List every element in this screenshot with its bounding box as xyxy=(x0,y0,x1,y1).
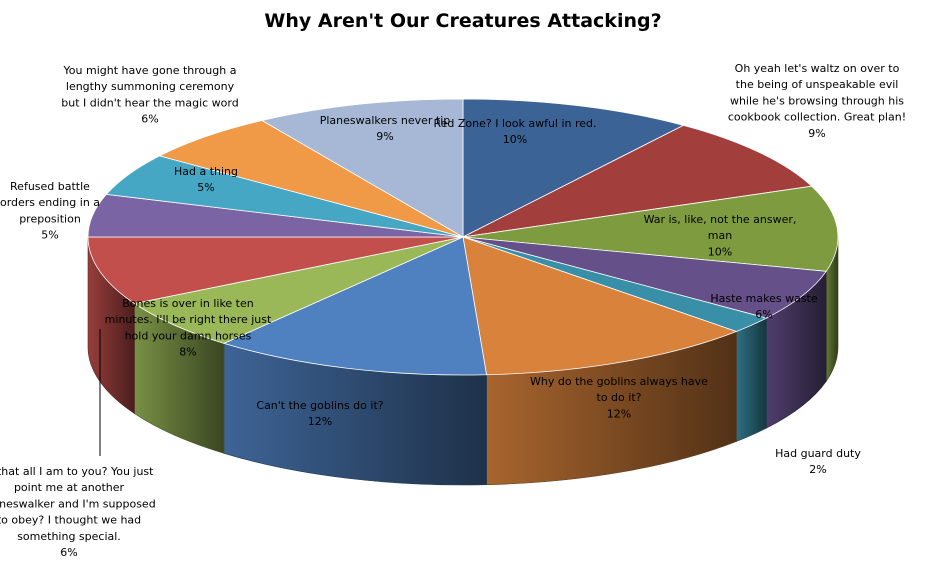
label-line: 10% xyxy=(708,245,732,258)
label-why-goblins-always: Why do the goblins always have to do it? 1… xyxy=(530,375,708,420)
label-line: man xyxy=(708,229,732,242)
label-preposition: Refused battle orders ending in a preposit… xyxy=(0,180,100,242)
label-line: cookbook collection. Great plan! xyxy=(728,111,906,124)
label-line: hold your damn horses xyxy=(125,329,252,342)
label-line: 9% xyxy=(376,130,393,143)
label-haste-makes-waste: Haste makes waste 6% xyxy=(710,292,818,321)
slice-bones xyxy=(87,236,464,304)
label-cant-goblins: Can't the goblins do it? 12% xyxy=(256,399,383,428)
slice-planeswalkers-tip xyxy=(260,98,464,238)
label-line: Red Zone? I look awful in red. xyxy=(433,117,596,130)
label-line: War is, like, not the answer, xyxy=(644,213,797,226)
label-line: something special. xyxy=(17,530,121,543)
slice-war-not-answer xyxy=(462,185,839,272)
label-line: but I didn't hear the magic word xyxy=(61,96,238,109)
label-special-relationship: Is that all I am to you? You just point m… xyxy=(0,465,156,559)
slice-why-goblins-always xyxy=(462,236,738,376)
label-line: Had a thing xyxy=(174,165,238,178)
slice-special-relationship xyxy=(133,236,464,344)
label-line: 6% xyxy=(60,546,77,559)
label-line: You might have gone through a xyxy=(63,64,237,77)
label-magic-word: You might have gone through a lengthy sum… xyxy=(61,64,238,126)
label-line: while he's browsing through his xyxy=(730,94,904,107)
label-line: Bones is over in like ten xyxy=(122,297,254,310)
label-line: 10% xyxy=(503,133,527,146)
label-line: 8% xyxy=(179,346,196,359)
label-line: the being of unspeakable evil xyxy=(736,78,899,91)
chart-title: Why Aren't Our Creatures Attacking? xyxy=(264,10,662,32)
slice-cant-goblins xyxy=(222,236,488,376)
label-line: 6% xyxy=(141,113,158,126)
label-line: Had guard duty xyxy=(775,447,861,460)
label-line: 5% xyxy=(41,229,58,242)
label-line: planeswalker and I'm supposed xyxy=(0,497,156,510)
label-line: Can't the goblins do it? xyxy=(256,399,383,412)
label-guard-duty: Had guard duty 2% xyxy=(775,447,861,476)
label-line: to obey? I thought we had xyxy=(0,514,141,527)
label-line: minutes. I'll be right there just xyxy=(105,313,272,326)
label-line: Is that all I am to you? You just xyxy=(0,465,154,478)
label-line: 5% xyxy=(197,181,214,194)
label-line: 12% xyxy=(308,415,332,428)
label-line: 9% xyxy=(808,127,825,140)
label-line: Planeswalkers never tip xyxy=(320,114,451,127)
slice-red-zone xyxy=(462,98,685,238)
label-bones: Bones is over in like ten minutes. I'll b… xyxy=(105,297,272,359)
label-line: 2% xyxy=(809,463,826,476)
slice-waltz-over xyxy=(462,124,813,238)
label-line: orders ending in a xyxy=(0,196,100,209)
slice-haste-makes-waste xyxy=(462,236,827,319)
label-planeswalkers-tip: Planeswalkers never tip 9% xyxy=(320,114,451,143)
label-red-zone: Red Zone? I look awful in red. 10% xyxy=(433,117,596,146)
label-had-a-thing: Had a thing 5% xyxy=(174,165,238,194)
slice-magic-word xyxy=(158,120,464,238)
label-line: 6% xyxy=(755,308,772,321)
label-line: preposition xyxy=(19,212,81,225)
label-line: 12% xyxy=(607,407,631,420)
slice-side-guard-duty xyxy=(736,317,767,442)
label-line: Refused battle xyxy=(10,180,90,193)
label-line: to do it? xyxy=(597,391,642,404)
label-line: lengthy summoning ceremony xyxy=(66,80,235,93)
label-line: Haste makes waste xyxy=(710,292,818,305)
label-line: Oh yeah let's waltz on over to xyxy=(735,62,900,75)
label-line: Why do the goblins always have xyxy=(530,375,708,388)
label-war-not-answer: War is, like, not the answer, man 10% xyxy=(644,213,797,258)
label-waltz-over: Oh yeah let's waltz on over to the being … xyxy=(728,62,906,140)
label-line: point me at another xyxy=(14,481,125,494)
